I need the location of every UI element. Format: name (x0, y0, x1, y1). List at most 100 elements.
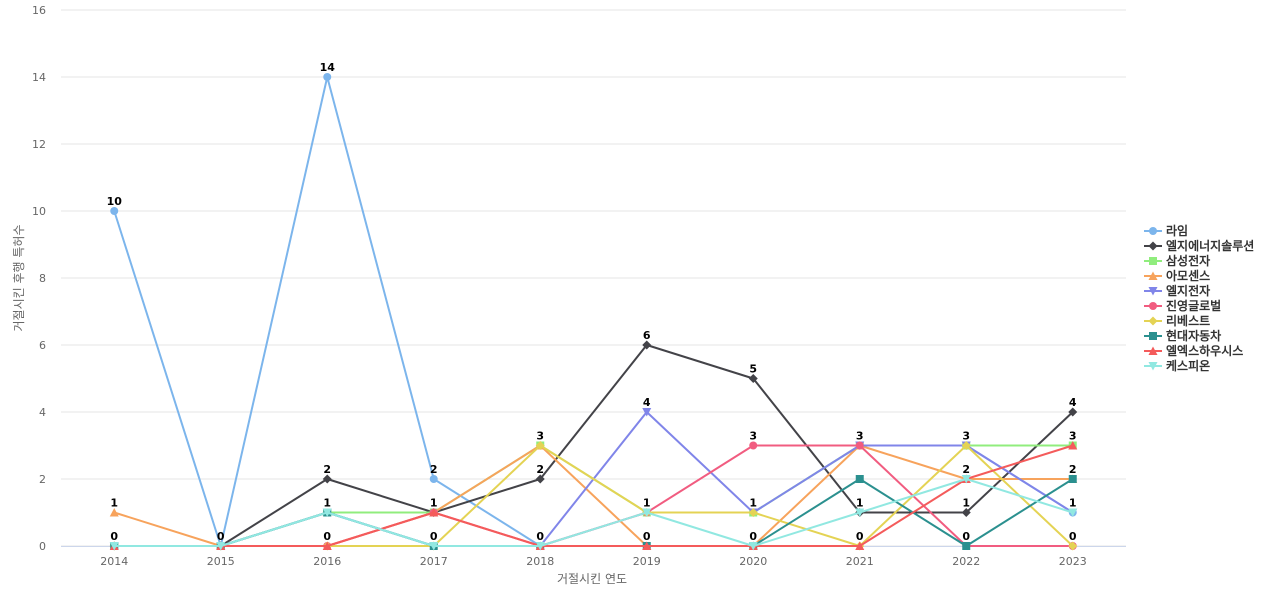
legend-label: 아모센스 (1166, 269, 1211, 283)
y-tick-label: 0 (39, 540, 46, 553)
x-tick-label: 2015 (207, 555, 235, 568)
legend-item[interactable]: 엘엑스하우시스 (1144, 343, 1254, 358)
y-axis-title: 거절시킨 후행 특허수 (11, 225, 26, 332)
legend-item[interactable]: 진영글로벌 (1144, 298, 1254, 313)
data-point (1068, 541, 1078, 551)
data-point (109, 508, 119, 517)
x-tick-label: 2021 (846, 555, 874, 568)
data-point (749, 441, 758, 450)
data-point (642, 541, 652, 550)
data-point (1068, 441, 1078, 450)
data-point (748, 508, 758, 517)
data-point (642, 408, 652, 417)
series-line (114, 478, 1074, 547)
data-point (748, 374, 758, 383)
x-tick-label: 2017 (420, 555, 448, 568)
data-label: 1 (749, 497, 757, 510)
series-line (113, 444, 1073, 547)
series-lines (109, 73, 1078, 551)
data-label: 3 (536, 430, 544, 443)
data-point (322, 508, 332, 517)
legend-marker-icon (1144, 256, 1162, 265)
y-tick-label: 16 (32, 4, 46, 17)
y-tick-label: 2 (39, 473, 46, 486)
legend-label: 라임 (1166, 224, 1189, 238)
data-label: 1 (962, 497, 970, 510)
data-point (961, 441, 971, 450)
legend-label: 케스피온 (1166, 359, 1211, 373)
data-label: 0 (217, 530, 225, 543)
legend: 라임 엘지에너지솔루션 삼성전자 아모센스 엘지전자 진영글로벌 리베스트 현대자동차 엘엑스하… (1144, 223, 1254, 373)
data-point (110, 207, 119, 215)
data-point (535, 441, 545, 450)
legend-item[interactable]: 라임 (1144, 223, 1254, 238)
legend-marker-icon (1144, 301, 1162, 310)
data-point (855, 508, 865, 517)
data-label: 10 (107, 195, 123, 208)
y-tick-label: 4 (39, 406, 46, 419)
data-label: 3 (962, 430, 970, 443)
legend-marker-icon (1144, 241, 1162, 250)
legend-marker-icon (1144, 316, 1162, 325)
data-label: 6 (643, 329, 651, 342)
data-point (535, 474, 545, 484)
data-label: 3 (1069, 430, 1077, 443)
data-point (1068, 508, 1078, 517)
legend-item[interactable]: 리베스트 (1144, 313, 1254, 328)
data-point (323, 73, 332, 81)
series-3 (109, 441, 1078, 550)
data-label: 0 (962, 530, 970, 543)
data-label: 4 (643, 396, 651, 409)
data-label: 1 (643, 497, 651, 510)
x-tick-label: 2016 (313, 555, 341, 568)
data-label: 2 (536, 463, 544, 476)
data-label: 5 (749, 363, 757, 376)
x-axis-title: 거절시킨 연도 (557, 572, 627, 586)
data-point (1068, 407, 1078, 417)
data-label: 2 (962, 463, 970, 476)
legend-item[interactable]: 삼성전자 (1144, 253, 1254, 268)
data-point (748, 542, 758, 551)
data-label: 0 (1069, 530, 1077, 543)
data-label: 0 (430, 530, 438, 543)
data-label: 1 (323, 497, 331, 510)
legend-item[interactable]: 엘지에너지솔루션 (1144, 238, 1254, 253)
legend-label: 리베스트 (1166, 314, 1211, 328)
y-tick-label: 14 (32, 71, 46, 84)
legend-item[interactable]: 현대자동차 (1144, 328, 1254, 343)
series-line (113, 76, 1074, 547)
y-tick-label: 10 (32, 205, 46, 218)
data-point (962, 542, 971, 550)
data-label: 3 (749, 430, 757, 443)
data-point (1068, 475, 1077, 483)
data-label: 1 (430, 497, 438, 510)
data-point (322, 541, 332, 550)
legend-item[interactable]: 케스피온 (1144, 358, 1254, 373)
data-label: 14 (320, 61, 336, 74)
x-tick-label: 2020 (739, 555, 767, 568)
legend-item[interactable]: 엘지전자 (1144, 283, 1254, 298)
data-point (642, 508, 652, 517)
data-point (642, 340, 652, 350)
data-label: 1 (856, 497, 864, 510)
data-point (855, 441, 864, 450)
data-point (216, 542, 226, 551)
legend-marker-icon (1144, 271, 1162, 280)
x-tick-label: 2019 (633, 555, 661, 568)
legend-label: 진영글로벌 (1166, 299, 1222, 313)
data-point (535, 542, 545, 551)
y-tick-label: 8 (39, 272, 46, 285)
legend-marker-icon (1144, 361, 1162, 370)
legend-item[interactable]: 아모센스 (1144, 268, 1254, 283)
data-label: 0 (110, 530, 118, 543)
data-point (961, 475, 971, 484)
y-tick-label: 6 (39, 339, 46, 352)
series-9 (109, 475, 1078, 551)
data-label: 1 (110, 497, 118, 510)
data-point (961, 508, 971, 517)
legend-label: 엘엑스하우시스 (1166, 344, 1244, 358)
data-label: 0 (323, 530, 331, 543)
data-label: 4 (1069, 396, 1077, 409)
